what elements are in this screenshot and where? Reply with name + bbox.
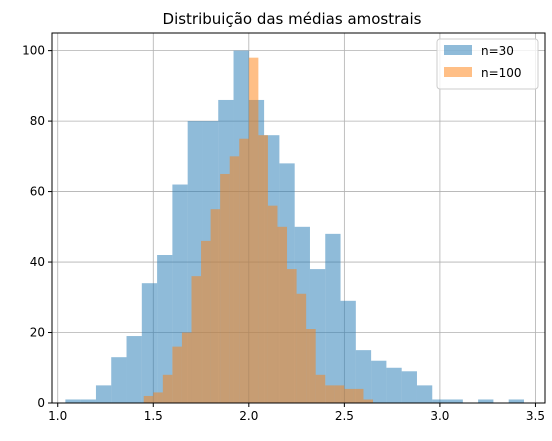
y-tick-label: 20 xyxy=(30,326,45,340)
bar-n=30 xyxy=(126,336,142,403)
bar-n=100 xyxy=(287,269,297,403)
bar-n=100 xyxy=(210,209,221,403)
bar-n=30 xyxy=(80,399,96,403)
axes: 1.0 1.5 2.0 2.5 3.0 3.5 0 20 40 60 80 100 xyxy=(22,44,545,423)
bar-n=30 xyxy=(141,283,158,403)
y-tick-label: 40 xyxy=(30,255,45,269)
histogram-bars xyxy=(65,50,524,404)
bar-n=100 xyxy=(239,138,249,403)
x-tick-label: 2.0 xyxy=(239,409,258,423)
bar-n=30 xyxy=(340,300,356,403)
bar-n=100 xyxy=(229,156,240,403)
legend-swatch-n30 xyxy=(444,45,472,55)
bar-n=100 xyxy=(325,385,335,403)
bar-n=100 xyxy=(363,399,374,403)
bar-n=30 xyxy=(508,399,524,403)
bar-n=30 xyxy=(432,399,448,403)
y-tick-label: 100 xyxy=(22,44,45,58)
bar-n=100 xyxy=(258,135,268,403)
bar-n=30 xyxy=(325,233,341,403)
x-tick-label: 2.5 xyxy=(335,409,354,423)
bar-n=30 xyxy=(371,360,387,403)
y-tick-label: 0 xyxy=(37,396,45,410)
chart-title: Distribuição das médias amostrais xyxy=(163,10,422,28)
bar-n=30 xyxy=(401,371,417,403)
y-tick-label: 60 xyxy=(30,185,45,199)
bar-n=100 xyxy=(162,374,173,403)
bar-n=100 xyxy=(334,385,345,403)
y-tick-label: 80 xyxy=(30,114,45,128)
bar-n=30 xyxy=(386,367,402,403)
bar-n=30 xyxy=(447,399,463,403)
bar-n=30 xyxy=(65,399,81,403)
bar-n=100 xyxy=(143,395,154,403)
legend-label-n30: n=30 xyxy=(481,44,514,58)
bar-n=100 xyxy=(248,57,259,404)
bar-n=100 xyxy=(296,293,307,403)
legend-label-n100: n=100 xyxy=(481,66,522,80)
bar-n=100 xyxy=(220,173,230,403)
bar-n=100 xyxy=(181,332,192,403)
bar-n=30 xyxy=(416,385,433,403)
x-tick-label: 1.5 xyxy=(144,409,163,423)
bar-n=100 xyxy=(353,388,364,403)
legend-swatch-n100 xyxy=(444,67,472,77)
bar-n=100 xyxy=(172,346,182,403)
bar-n=100 xyxy=(153,392,163,403)
plot-frame xyxy=(51,32,546,404)
x-tick-label: 3.5 xyxy=(526,409,545,423)
bar-n=100 xyxy=(267,205,278,403)
bar-n=100 xyxy=(277,226,288,403)
bar-n=100 xyxy=(315,374,326,403)
bar-n=100 xyxy=(191,276,202,403)
series-n=100 xyxy=(143,57,374,404)
bar-n=100 xyxy=(201,240,211,403)
legend: n=30 n=100 xyxy=(436,38,539,90)
bar-n=30 xyxy=(95,385,112,403)
bar-n=30 xyxy=(111,357,127,403)
bar-n=30 xyxy=(157,255,173,403)
x-tick-label: 3.0 xyxy=(430,409,449,423)
x-tick-label: 1.0 xyxy=(48,409,67,423)
bar-n=100 xyxy=(306,329,316,403)
bar-n=30 xyxy=(478,399,494,403)
bar-n=100 xyxy=(344,388,354,403)
